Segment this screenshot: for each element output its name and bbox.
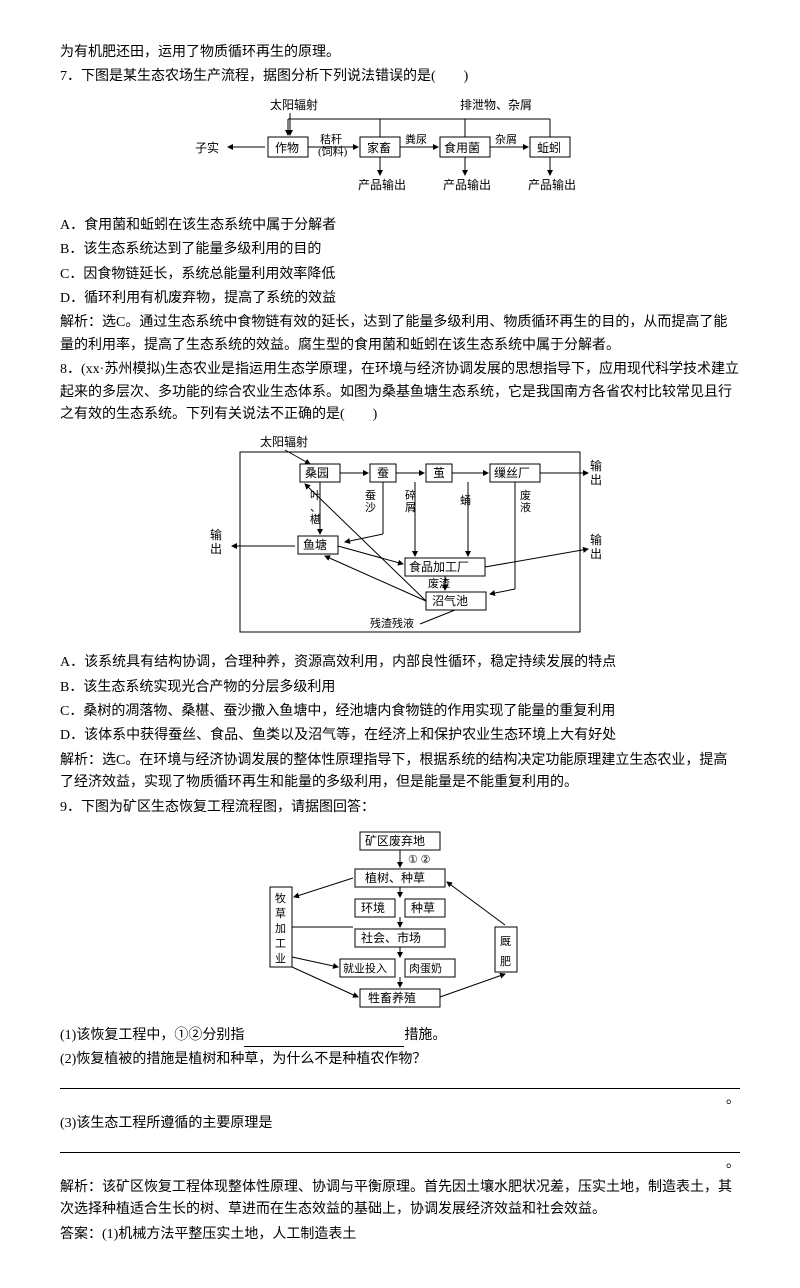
q8-svg: 太阳辐射 桑园 蚕 茧 缫丝厂 输 出 叶 、 椹 蚕 沙 碎 屑 蛹 废 液 … [190,434,610,644]
svg-text:矿区废弃地: 矿区废弃地 [365,833,425,848]
svg-text:出: 出 [590,547,602,561]
blank-1[interactable] [244,1032,404,1047]
livestock: 家畜 [367,140,391,155]
waste-label: 排泄物、杂屑 [460,98,532,112]
crop: 作物 [275,141,299,155]
svg-text:出: 出 [590,473,602,487]
q6-tail: 为有机肥还田，运用了物质循环再生的原理。 [60,42,740,64]
q9-svg: 矿区废弃地 ① ② 植树、种草 环境 种草 社会、市场 就业投入 肉蛋奶 牲畜养… [250,827,550,1017]
svg-text:产品输出: 产品输出 [358,177,406,192]
svg-text:茧: 茧 [433,466,445,480]
answer-line-1[interactable] [60,1074,740,1089]
sun-label: 太阳辐射 [270,97,318,112]
svg-text:碎: 碎 [405,488,416,502]
q9-p1a: (1)该恢复工程中，①②分别指 [60,1028,244,1043]
q7-stem: 7．下图是某生态农场生产流程，据图分析下列说法错误的是( ) [60,66,740,88]
svg-text:食品加工厂: 食品加工厂 [409,559,469,574]
q7-D: D．循环利用有机废弃物，提高了系统的效益 [60,288,740,310]
svg-text:工: 工 [275,938,286,950]
q8-C: C．桑树的凋落物、桑椹、蚕沙撒入鱼塘中，经池塘内食物链的作用实现了能量的重复利用 [60,701,740,723]
svg-text:① ②: ① ② [408,854,431,866]
svg-text:输: 输 [590,458,602,473]
svg-text:(饲料): (饲料) [318,144,348,158]
svg-text:太阳辐射: 太阳辐射 [260,434,308,449]
svg-text:加: 加 [275,922,286,935]
svg-text:残渣残液: 残渣残液 [370,616,414,630]
q9-diagram: 矿区废弃地 ① ② 植树、种草 环境 种草 社会、市场 就业投入 肉蛋奶 牲畜养… [60,827,740,1017]
svg-text:草: 草 [275,907,286,920]
svg-text:输: 输 [210,527,222,542]
svg-text:液: 液 [520,500,531,514]
svg-text:屑: 屑 [405,501,416,514]
q8-stem: 8．(xx·苏州模拟)生态农业是指运用生态学原理，在环境与经济协调发展的思想指导… [60,359,740,426]
svg-text:产品输出: 产品输出 [443,177,491,192]
q8-B: B．该生态系统实现光合产物的分层多级利用 [60,677,740,699]
svg-text:肥: 肥 [500,955,511,968]
svg-text:椹: 椹 [310,513,321,526]
svg-text:、: 、 [310,502,321,514]
svg-text:业: 业 [275,952,286,965]
svg-text:出: 出 [210,542,222,556]
svg-text:牲畜养殖: 牲畜养殖 [368,990,416,1005]
fungus: 食用菌 [444,140,480,155]
manure: 粪尿 [405,132,427,146]
q8-A: A．该系统具有结构协调，合理种养，资源高效利用，内部良性循环，稳定持续发展的特点 [60,652,740,674]
svg-text:蚕: 蚕 [377,466,389,480]
svg-text:废: 废 [520,488,531,502]
q9-p1b: 措施。 [404,1028,446,1043]
svg-text:鱼塘: 鱼塘 [303,537,327,552]
q7-C: C．因食物链延长，系统总能量利用效率降低 [60,264,740,286]
seed: 子实 [195,140,219,155]
q8-D: D．该体系中获得蚕丝、食品、鱼类以及沼气等，在经济上和保护农业生态环境上大有好处 [60,725,740,747]
svg-text:缫丝厂: 缫丝厂 [494,466,530,480]
q7-diagram: 太阳辐射 排泄物、杂屑 子实 作物 秸秆 (饲料) 家畜 粪尿 食用菌 杂屑 蚯… [60,97,740,207]
svg-text:产品输出: 产品输出 [528,177,576,192]
svg-text:输: 输 [590,532,602,547]
svg-text:牧: 牧 [275,891,286,905]
svg-text:肉蛋奶: 肉蛋奶 [409,961,442,975]
svg-text:蚕: 蚕 [365,489,376,502]
svg-text:植树、种草: 植树、种草 [365,870,425,885]
svg-text:蛹: 蛹 [460,494,471,507]
q7-analysis: 解析：选C。通过生态系统中食物链有效的延长，达到了能量多级利用、物质循环再生的目… [60,312,740,357]
q9-analysis: 解析：该矿区恢复工程体现整体性原理、协调与平衡原理。首先因土壤水肥状况差，压实土… [60,1177,740,1222]
q9-p1: (1)该恢复工程中，①②分别指 措施。 [60,1025,740,1047]
q8-analysis: 解析：选C。在环境与经济协调发展的整体性原理指导下，根据系统的结构决定功能原理建… [60,750,740,795]
q7-svg: 太阳辐射 排泄物、杂屑 子实 作物 秸秆 (饲料) 家畜 粪尿 食用菌 杂屑 蚯… [180,97,620,207]
q9-p2: (2)恢复植被的措施是植树和种草，为什么不是种植农作物？ [60,1049,740,1071]
q9-p3: (3)该生态工程所遵循的主要原理是 [60,1113,740,1135]
svg-text:环境: 环境 [361,900,385,915]
worm: 蚯蚓 [537,140,561,155]
svg-text:种草: 种草 [411,901,435,915]
svg-text:就业投入: 就业投入 [343,961,387,975]
svg-text:秸秆: 秸秆 [320,133,342,146]
svg-text:厩: 厩 [500,935,511,948]
q9-stem: 9．下图为矿区生态恢复工程流程图，请据图回答： [60,797,740,819]
svg-text:社会、市场: 社会、市场 [361,930,421,945]
svg-text:桑园: 桑园 [305,466,329,480]
q8-diagram: 太阳辐射 桑园 蚕 茧 缫丝厂 输 出 叶 、 椹 蚕 沙 碎 屑 蛹 废 液 … [60,434,740,644]
svg-text:沼气池: 沼气池 [432,593,468,608]
svg-text:废渣: 废渣 [428,576,450,590]
q7-A: A．食用菌和蚯蚓在该生态系统中属于分解者 [60,215,740,237]
q7-B: B．该生态系统达到了能量多级利用的目的 [60,239,740,261]
svg-text:沙: 沙 [365,501,376,514]
answer-line-2[interactable] [60,1138,740,1153]
q9-answer: 答案：(1)机械方法平整压实土地，人工制造表土 [60,1224,740,1246]
debris: 杂屑 [495,133,517,146]
